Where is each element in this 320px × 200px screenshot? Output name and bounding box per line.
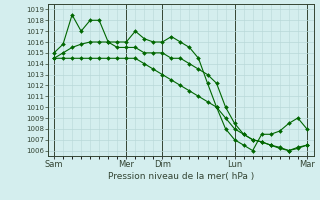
X-axis label: Pression niveau de la mer( hPa ): Pression niveau de la mer( hPa )	[108, 172, 254, 181]
